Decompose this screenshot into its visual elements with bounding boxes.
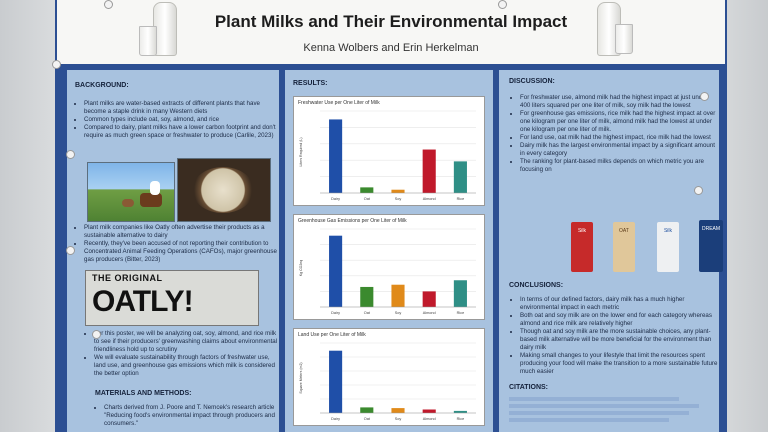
citations-fine-print — [509, 396, 709, 425]
list-item: Plant milks are water-based extracts of … — [84, 100, 280, 116]
push-pin-icon — [498, 0, 507, 9]
silk-carton-icon: Silk — [571, 222, 593, 272]
right-column: DISCUSSION: For freshwater use, almond m… — [499, 70, 723, 432]
conclusions-heading: CONCLUSIONS: — [509, 282, 564, 289]
push-pin-icon — [66, 150, 75, 159]
chart-plot: Kg CO2eq Dairy Oat Soy Almond Rice — [299, 228, 476, 315]
push-pin-icon — [104, 0, 113, 9]
x-tick-label: Soy — [395, 417, 402, 421]
rice-dream-carton-icon: DREAM — [699, 220, 723, 272]
list-item: For greenhouse gas emissions, rice milk … — [520, 110, 718, 134]
list-item: For this poster, we will be analyzing oa… — [94, 330, 282, 354]
y-axis-label: Square Meters (m2) — [299, 362, 303, 393]
push-pin-icon — [66, 246, 75, 255]
bar-chart-2: Greenhouse Gas Emissions per One Liter o… — [293, 214, 485, 320]
bar-dairy — [329, 350, 343, 413]
bar-dairy — [329, 235, 343, 307]
bar-oat — [360, 286, 374, 307]
bar-soy — [391, 408, 405, 413]
list-item: The ranking for plant-based milks depend… — [520, 158, 718, 174]
results-heading: RESULTS: — [293, 80, 328, 87]
bar-almond — [422, 291, 436, 307]
oats-bowl-photo — [177, 158, 271, 222]
list-item: Plant milk companies like Oatly often ad… — [84, 224, 280, 240]
left-column: BACKGROUND: Plant milks are water-based … — [67, 70, 279, 432]
poster-authors: Kenna Wolbers and Erin Herkelman — [303, 42, 479, 54]
x-tick-label: Rice — [457, 311, 465, 315]
discussion-heading: DISCUSSION: — [509, 78, 555, 85]
x-tick-label: Almond — [423, 417, 436, 421]
background-list-3: For this poster, we will be analyzing oa… — [85, 330, 282, 378]
x-tick-label: Oat — [364, 417, 371, 421]
list-item: Making small changes to your lifestyle t… — [520, 352, 718, 376]
cows-photo — [87, 162, 175, 222]
x-tick-label: Almond — [423, 311, 436, 315]
conclusions-list: In terms of our defined factors, dairy m… — [511, 296, 718, 376]
chart-title: Freshwater Use per One Liter of Milk — [298, 100, 380, 106]
list-item: In terms of our defined factors, dairy m… — [520, 296, 718, 312]
list-item: Charts derived from J. Poore and T. Nemc… — [104, 404, 282, 428]
push-pin-icon — [700, 92, 709, 101]
bar-soy — [391, 284, 405, 307]
background-heading: BACKGROUND: — [75, 82, 129, 89]
bar-chart-3: Land Use per One Liter of Milk Square Met… — [293, 328, 485, 426]
milk-bottle-left-icon — [153, 2, 177, 56]
milk-glass-left-icon — [139, 26, 157, 56]
methods-list: Charts derived from J. Poore and T. Nemc… — [95, 404, 282, 428]
y-axis-label: Liters Required (L) — [299, 138, 303, 167]
list-item: Both oat and soy milk are on the lower e… — [520, 312, 718, 328]
bar-rice — [453, 410, 467, 413]
x-tick-label: Soy — [395, 197, 402, 201]
push-pin-icon — [92, 330, 101, 339]
x-tick-label: Almond — [423, 197, 436, 201]
poster: Plant Milks and Their Environmental Impa… — [55, 0, 727, 432]
bar-almond — [422, 409, 436, 413]
bar-rice — [453, 161, 467, 193]
x-tick-label: Rice — [457, 417, 465, 421]
list-item: Common types include oat, soy, almond, a… — [84, 116, 280, 124]
list-item: For land use, oat milk had the highest i… — [520, 134, 718, 142]
push-pin-icon — [52, 60, 61, 69]
chart-plot: Square Meters (m2) Dairy Oat Soy Almond Rice — [299, 342, 476, 421]
list-item: For freshwater use, almond milk had the … — [520, 94, 718, 110]
x-tick-label: Dairy — [331, 197, 340, 201]
background-list-1: Plant milks are water-based extracts of … — [75, 100, 280, 140]
bar-soy — [391, 189, 405, 193]
bar-almond — [422, 149, 436, 193]
list-item: Recently, they've been accused of not re… — [84, 240, 280, 264]
methods-heading: MATERIALS AND METHODS: — [95, 390, 192, 397]
x-tick-label: Dairy — [331, 417, 340, 421]
x-tick-label: Dairy — [331, 311, 340, 315]
chart-title: Greenhouse Gas Emissions per One Liter o… — [298, 218, 407, 224]
bar-chart-1: Freshwater Use per One Liter of Milk Lite… — [293, 96, 485, 206]
list-item: Compared to dairy, plant milks have a lo… — [84, 124, 280, 140]
bar-oat — [360, 187, 374, 193]
poster-title: Plant Milks and Their Environmental Impa… — [214, 12, 568, 31]
silk-almond-carton-icon: Silk — [657, 222, 679, 272]
milk-glass-right-icon — [615, 24, 633, 54]
chart-plot: Liters Required (L) Dairy Oat Soy Almond Rice — [299, 110, 476, 201]
list-item: Though oat and soy milk are the more sus… — [520, 328, 718, 352]
oat-carton-icon: OAT — [613, 222, 635, 272]
push-pin-icon — [694, 186, 703, 195]
x-tick-label: Oat — [364, 311, 371, 315]
oatly-logo: THE ORIGINAL OATLY! — [85, 270, 259, 326]
y-axis-label: Kg CO2eq — [299, 260, 303, 276]
middle-column: RESULTS: Freshwater Use per One Liter of… — [285, 70, 493, 432]
discussion-list: For freshwater use, almond milk had the … — [511, 94, 718, 174]
x-tick-label: Soy — [395, 311, 402, 315]
x-tick-label: Oat — [364, 197, 371, 201]
citations-heading: CITATIONS: — [509, 384, 549, 391]
x-tick-label: Rice — [457, 197, 465, 201]
list-item: We will evaluate sustainability through … — [94, 354, 282, 378]
bar-oat — [360, 407, 374, 413]
bar-rice — [453, 280, 467, 307]
background-list-2: Plant milk companies like Oatly often ad… — [75, 224, 280, 264]
chart-title: Land Use per One Liter of Milk — [298, 332, 366, 338]
list-item: Dairy milk has the largest environmental… — [520, 142, 718, 158]
bar-dairy — [329, 119, 343, 193]
